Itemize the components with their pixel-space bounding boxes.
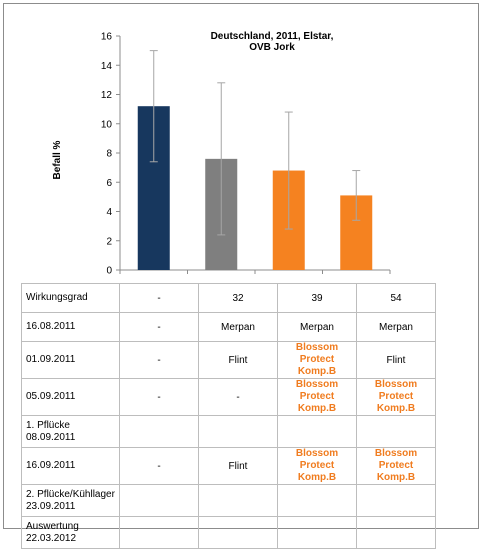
row-label: 2. Pflücke/Kühllager 23.09.2011 [21, 484, 120, 517]
table-cell [198, 415, 278, 448]
row-label: Auswertung 22.03.2012 [21, 516, 120, 549]
table-cell: Blossom Protect Komp.B [277, 341, 357, 379]
table-cell: - [119, 378, 199, 416]
table-cell: - [198, 378, 278, 416]
table-cell: Blossom Protect Komp.B [277, 447, 357, 485]
table-row: 16.09.2011- Flint Blossom Protect Komp.B Bl… [21, 447, 436, 485]
table-row: 01.09.2011- Flint Blossom Protect Komp.B Fl… [21, 341, 436, 379]
row-label: 16.08.2011 [21, 312, 120, 342]
table-cell [119, 516, 199, 549]
table-row: 16.08.2011- Merpan Merpan Merpan [21, 312, 436, 342]
table-cell: - [119, 312, 199, 342]
table-cell [119, 484, 199, 517]
row-label: 01.09.2011 [21, 341, 120, 379]
row-label: 16.09.2011 [21, 447, 120, 485]
chart-title: Deutschland, 2011, Elstar,OVB Jork [211, 31, 334, 53]
table-cell [198, 484, 278, 517]
table-cell [198, 516, 278, 549]
table-cell: 39 [277, 283, 357, 313]
table-cell: - [119, 341, 199, 379]
table-cell: Merpan [356, 312, 436, 342]
table-cell: Blossom Protect Komp.B [356, 378, 436, 416]
table-cell: Flint [198, 341, 278, 379]
y-tick-label: 2 [106, 236, 112, 247]
table-row: 05.09.2011- - Blossom Protect Komp.B Blosso… [21, 378, 436, 416]
table-cell [277, 415, 357, 448]
y-tick-label: 4 [106, 207, 112, 218]
y-tick-label: 12 [101, 90, 113, 101]
table-cell [119, 415, 199, 448]
table-cell: Blossom Protect Komp.B [277, 378, 357, 416]
y-tick-label: 0 [106, 266, 112, 277]
row-label: Wirkungsgrad [21, 283, 120, 313]
table-cell: Flint [356, 341, 436, 379]
table-row: 1. Pflücke 08.09.2011 [21, 415, 436, 448]
y-tick-label: 14 [101, 61, 113, 72]
table-cell [356, 484, 436, 517]
table-cell [356, 415, 436, 448]
bar-chart: Deutschland, 2011, Elstar,OVB Jork 0 2 4 6 8… [52, 31, 391, 277]
table-cell: - [119, 447, 199, 485]
treatment-table: Wirkungsgrad -32 39 54 16.08.2011- Merpan Merp… [21, 283, 436, 549]
table-row: 2. Pflücke/Kühllager 23.09.2011 [21, 484, 436, 517]
table-cell: Blossom Protect Komp.B [356, 447, 436, 485]
y-tick-label: 10 [101, 119, 113, 130]
table-row: Wirkungsgrad -32 39 54 [21, 283, 436, 313]
y-axis-label: Befall % [52, 140, 63, 179]
y-tick-label: 6 [106, 178, 112, 189]
table-cell: Flint [198, 447, 278, 485]
chart-title-line: OVB Jork [249, 42, 295, 53]
table-cell [277, 484, 357, 517]
table-cell: - [119, 283, 199, 313]
row-label: 1. Pflücke 08.09.2011 [21, 415, 120, 448]
y-tick-label: 16 [101, 32, 113, 43]
y-tick-label: 8 [106, 149, 112, 160]
table-cell: 32 [198, 283, 278, 313]
table-cell [277, 516, 357, 549]
chart-title-line: Deutschland, 2011, Elstar, [211, 31, 334, 42]
table-cell: Merpan [198, 312, 278, 342]
row-label: 05.09.2011 [21, 378, 120, 416]
table-cell: Merpan [277, 312, 357, 342]
table-cell: 54 [356, 283, 436, 313]
bars [137, 106, 373, 270]
error-bars [149, 50, 361, 236]
table-cell [356, 516, 436, 549]
table-row: Auswertung 22.03.2012 [21, 516, 436, 549]
